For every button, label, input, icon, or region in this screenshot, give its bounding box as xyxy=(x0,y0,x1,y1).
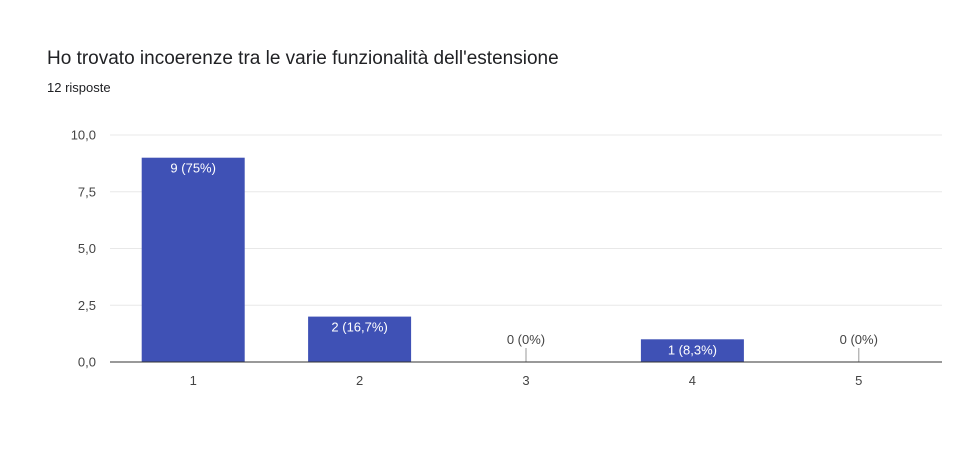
data-label-3: 0 (0%) xyxy=(507,332,545,347)
y-tick-label: 10,0 xyxy=(71,128,96,143)
y-axis-ticks: 0,0 2,5 5,0 7,5 10,0 xyxy=(71,128,96,370)
x-tick-label: 4 xyxy=(689,373,696,388)
y-tick-label: 5,0 xyxy=(78,241,96,256)
x-tick-label: 5 xyxy=(855,373,862,388)
bar-2 xyxy=(308,316,412,362)
y-tick-label: 2,5 xyxy=(78,298,96,313)
y-tick-label: 7,5 xyxy=(78,184,96,199)
bar-1 xyxy=(141,157,245,362)
data-label-2: 2 (16,7%) xyxy=(331,320,387,335)
gridlines xyxy=(110,134,942,306)
data-label-5: 0 (0%) xyxy=(840,332,878,347)
data-label-1: 9 (75%) xyxy=(170,161,216,176)
bars xyxy=(141,157,860,362)
data-labels: 9 (75%) 2 (16,7%) 0 (0%) 1 (8,3%) 0 (0%) xyxy=(170,161,878,358)
x-tick-label: 2 xyxy=(356,373,363,388)
x-axis-ticks: 1 2 3 4 5 xyxy=(190,373,863,388)
data-label-4: 1 (8,3%) xyxy=(668,342,717,357)
chart-title: Ho trovato incoerenze tra le varie funzi… xyxy=(47,48,559,69)
y-tick-label: 0,0 xyxy=(78,355,96,370)
x-tick-label: 1 xyxy=(190,373,197,388)
response-count: 12 risposte xyxy=(47,80,111,95)
x-tick-label: 3 xyxy=(522,373,529,388)
bar-4 xyxy=(640,339,744,362)
